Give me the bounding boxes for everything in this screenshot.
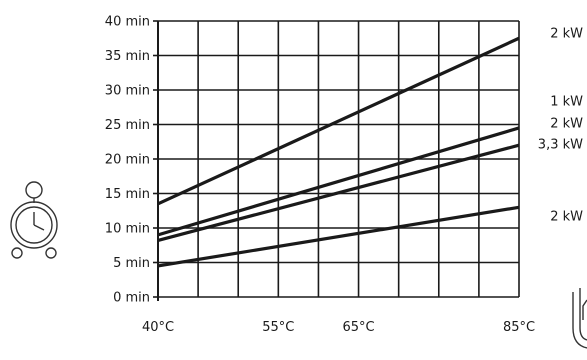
series-label: 3,3 kW [538,138,583,153]
y-tick-label: 25 min [105,118,150,133]
y-tick-label: 10 min [105,222,150,237]
y-tick-label: 5 min [113,256,150,271]
y-tick-label: 40 min [105,15,150,30]
series-label: 2 kW [550,27,583,42]
x-tick-label: 65°C [342,320,374,335]
y-tick-label: 30 min [105,84,150,99]
x-tick-label: 55°C [262,320,294,335]
series-labels: 2 kW 1 kW 2 kW 3,3 kW 2 kW [538,27,583,225]
water-tank-icon [572,288,587,349]
series-line [157,126,520,237]
chart-series-lines [157,36,520,268]
y-tick-labels: 0 min 5 min 10 min 15 min 20 min 25 min 30 min… [105,15,150,306]
series-line [157,36,520,206]
y-tick-label: 35 min [105,49,150,64]
series-line [157,143,520,242]
x-tick-labels: 40°C 55°C 65°C 85°C [142,320,535,335]
x-tick-label: 85°C [503,320,535,335]
chart-axes [153,20,159,301]
y-tick-label: 20 min [105,153,150,168]
series-label: 2 kW [550,210,583,225]
y-tick-label: 15 min [105,187,150,202]
alarm-clock-icon [10,181,58,259]
series-line [157,205,520,268]
x-tick-label: 40°C [142,320,174,335]
series-label: 2 kW [550,117,583,132]
series-label: 1 kW [550,95,583,110]
y-tick-label: 0 min [113,291,150,306]
